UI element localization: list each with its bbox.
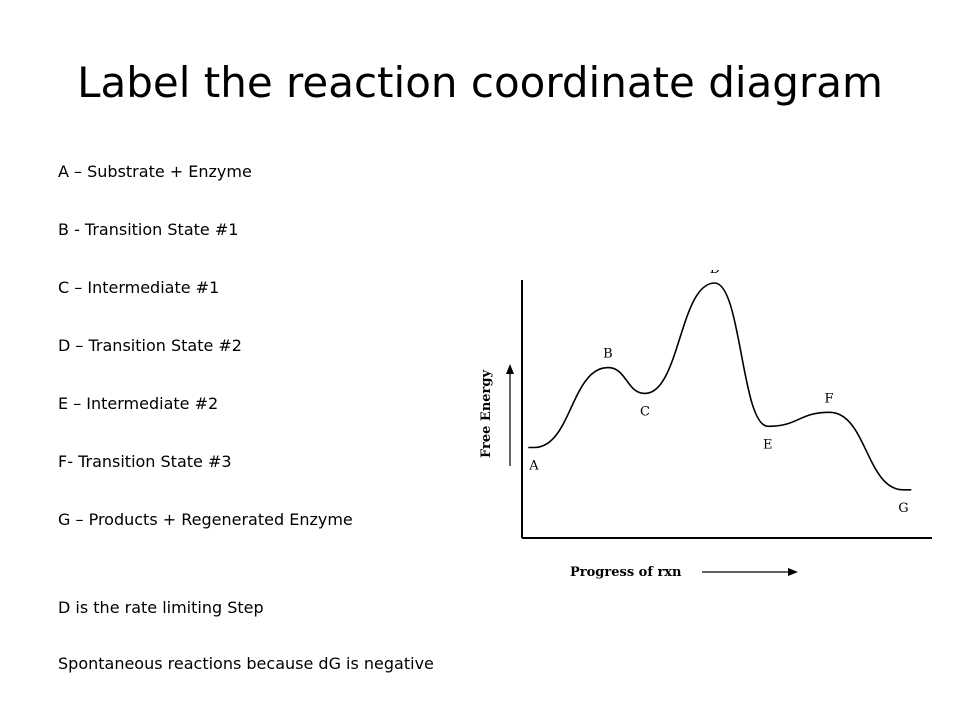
y-axis-label: Free Energy xyxy=(479,370,494,458)
rate-limiting-note: D is the rate limiting Step xyxy=(58,598,264,617)
point-label-g: G xyxy=(898,501,908,516)
x-axis-arrowhead-icon xyxy=(788,568,798,576)
y-axis-arrowhead-icon xyxy=(506,364,514,374)
label-legend-list: A – Substrate + Enzyme B - Transition St… xyxy=(58,158,353,564)
slide-title: Label the reaction coordinate diagram xyxy=(77,58,883,107)
reaction-coordinate-diagram: Free Energy Progress of rxn A B C D E F … xyxy=(479,270,932,580)
legend-item-f: F- Transition State #3 xyxy=(58,452,232,471)
spontaneous-note: Spontaneous reactions because dG is nega… xyxy=(58,654,434,673)
legend-item-e: E – Intermediate #2 xyxy=(58,394,219,413)
point-labels: A B C D E F G xyxy=(528,270,908,516)
x-axis-label: Progress of rxn xyxy=(570,565,682,580)
legend-item-d: D – Transition State #2 xyxy=(58,336,242,355)
legend-item-g: G – Products + Regenerated Enzyme xyxy=(58,510,353,529)
energy-curve xyxy=(528,282,912,491)
point-label-c: C xyxy=(640,404,650,419)
point-label-b: B xyxy=(603,347,613,362)
point-label-d: D xyxy=(710,270,720,277)
legend-item-b: B - Transition State #1 xyxy=(58,220,239,239)
point-label-e: E xyxy=(763,437,773,452)
legend-item-a: A – Substrate + Enzyme xyxy=(58,162,252,181)
point-label-a: A xyxy=(528,459,539,474)
legend-item-c: C – Intermediate #1 xyxy=(58,278,220,297)
point-label-f: F xyxy=(825,391,834,406)
